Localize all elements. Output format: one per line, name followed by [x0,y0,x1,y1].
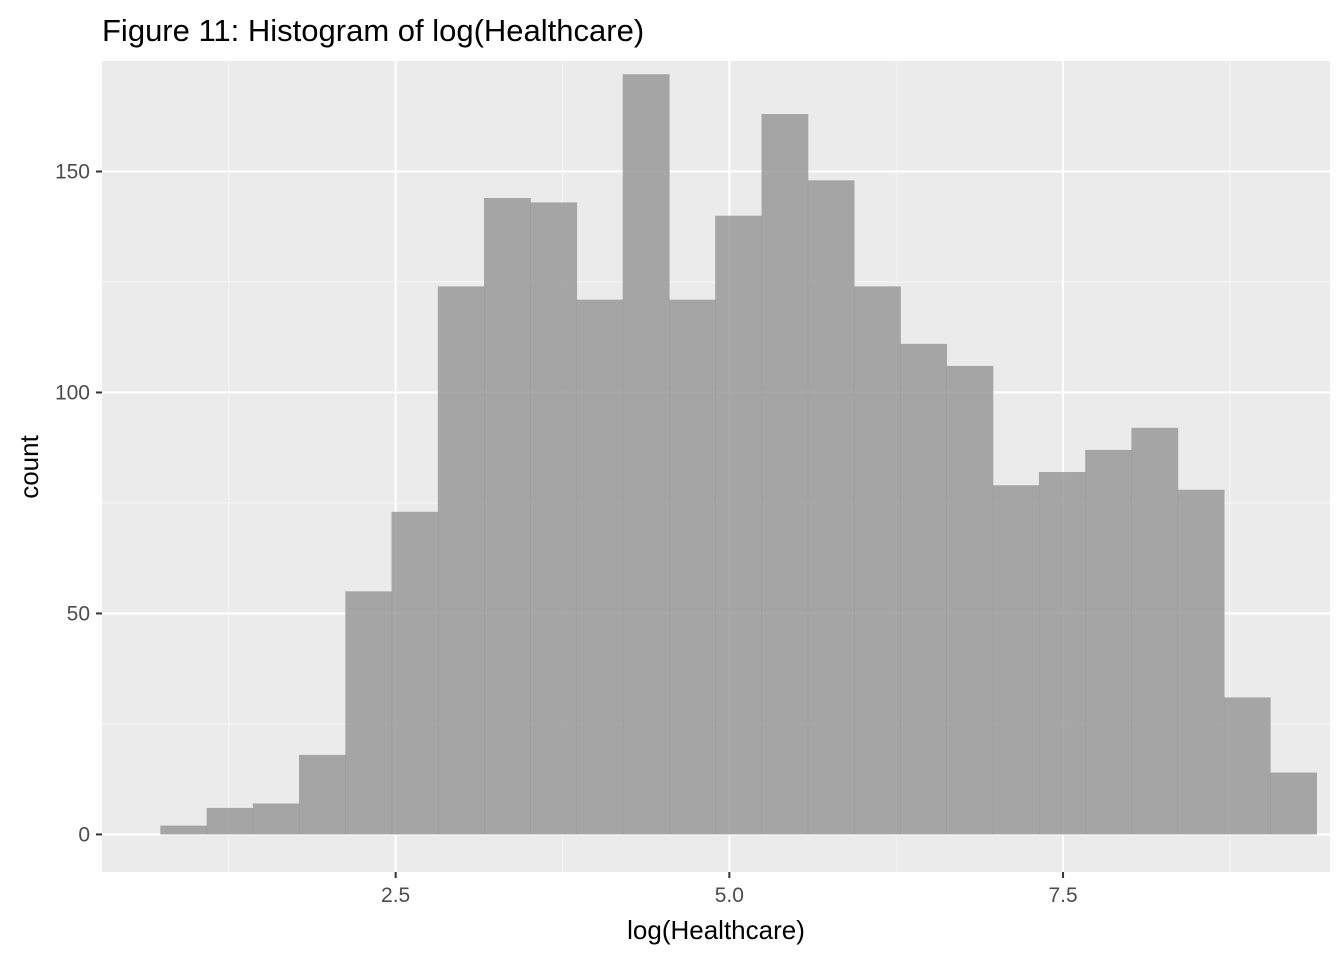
histogram-bar-17 [900,343,947,835]
histogram-bar-10 [576,299,624,835]
histogram-bar-14 [761,114,809,835]
y-tick-label: 0 [78,823,90,846]
y-tick-label: 50 [67,602,90,625]
histogram-bar-16 [853,286,901,835]
histogram-bar-2 [206,807,254,835]
chart-title: Figure 11: Histogram of log(Healthcare) [102,13,644,48]
x-tick-label: 7.5 [1048,884,1077,907]
x-axis-ticks: 2.5 5.0 7.5 [381,872,1078,907]
histogram-bar-18 [946,365,994,835]
histogram-bar-8 [484,198,531,835]
histogram-bar-13 [715,215,763,835]
histogram-bar-25 [1270,772,1317,835]
histogram-bar-24 [1223,697,1271,835]
histogram-bar-4 [299,754,346,835]
histogram-bar-21 [1085,449,1132,835]
x-axis-title: log(Healthcare) [627,915,805,945]
histogram-bar-23 [1177,489,1225,835]
x-tick-label: 2.5 [381,884,410,907]
histogram-bar-5 [345,591,393,835]
histogram-bar-9 [530,202,578,835]
histogram-bar-22 [1131,427,1179,835]
histogram-bar-19 [992,485,1040,835]
y-tick-label: 150 [55,160,90,183]
histogram-bar-3 [252,803,300,835]
histogram-bar-11 [622,74,670,835]
y-axis-title: count [14,434,44,498]
y-axis-ticks: 0 50 100 150 [55,160,102,846]
histogram-bar-6 [391,511,439,835]
histogram-bar-12 [669,299,716,835]
histogram-bar-20 [1038,472,1086,835]
x-tick-label: 5.0 [715,884,744,907]
histogram-bar-7 [437,286,485,835]
y-tick-label: 100 [55,381,90,404]
histogram-bar-1 [160,825,208,835]
histogram-bar-15 [807,180,855,835]
histogram-bars [160,74,1317,835]
